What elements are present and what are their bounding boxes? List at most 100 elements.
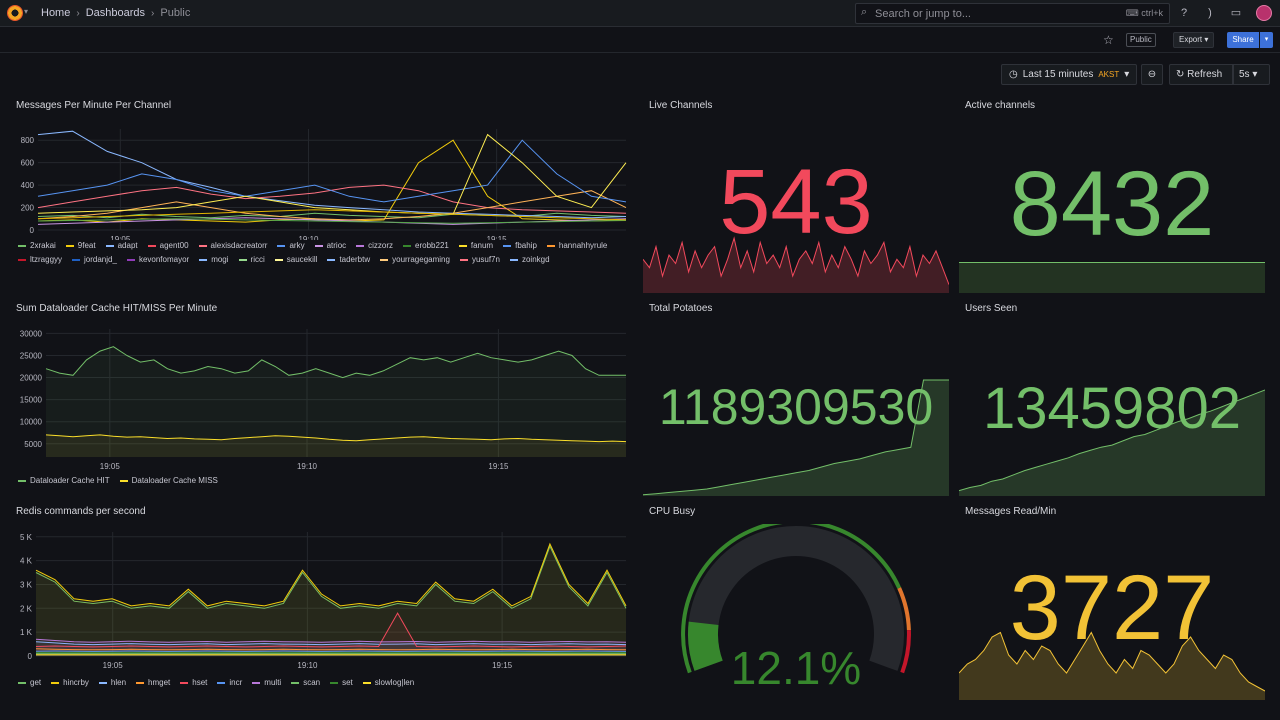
search-input[interactable]: ⌕ Search or jump to... ⌨ ctrl+k <box>855 3 1170 24</box>
avatar[interactable] <box>1256 5 1272 21</box>
legend-item[interactable]: 2xrakai <box>18 241 56 250</box>
share-menu-chevron-icon[interactable]: ▾ <box>1260 32 1273 48</box>
chevron-down-icon[interactable]: ▾ <box>24 7 29 16</box>
zoom-out-button[interactable]: ⊖ <box>1141 64 1163 85</box>
legend-item[interactable]: saucekill <box>274 255 318 264</box>
legend-item[interactable]: multi <box>252 678 281 687</box>
series-area <box>46 434 626 457</box>
legend-item[interactable]: agent00 <box>147 241 189 250</box>
legend-swatch <box>136 681 145 684</box>
legend-item[interactable]: cizzorz <box>356 241 393 250</box>
y-tick-label: 5000 <box>24 440 42 449</box>
legend-item[interactable]: yourragegaming <box>380 255 450 264</box>
legend-item[interactable]: Dataloader Cache HIT <box>18 476 110 485</box>
panel-messages-per-minute[interactable]: Messages Per Minute Per Channel 0 200 400 6… <box>16 100 628 290</box>
legend-item[interactable]: set <box>330 678 353 687</box>
series-line[interactable] <box>35 544 627 609</box>
rss-icon[interactable]: ) <box>1208 7 1212 19</box>
legend-swatch <box>119 479 128 482</box>
legend-item[interactable]: kevonfomayor <box>126 255 189 264</box>
legend-item[interactable]: yusuf7n <box>459 255 500 264</box>
legend-item[interactable]: alexisdacreatorr <box>198 241 267 250</box>
legend-item[interactable]: Dataloader Cache MISS <box>119 476 218 485</box>
x-tick-label: 19:10 <box>297 462 318 471</box>
panel-title: Users Seen <box>965 303 1018 314</box>
legend-item[interactable]: jordanjd_ <box>72 255 117 264</box>
chevron-down-icon: ▾ <box>1124 69 1130 80</box>
legend-item[interactable]: atrioc <box>314 241 346 250</box>
sparkline-line <box>959 631 1265 692</box>
export-button[interactable]: Export ▾ <box>1173 32 1215 48</box>
legend-swatch <box>51 681 60 684</box>
legend-item[interactable]: zoinkgd <box>509 255 550 264</box>
messages-chart[interactable]: 0 200 400 600 800 19:05 19:10 19:15 <box>16 125 628 240</box>
legend-item[interactable]: hset <box>180 678 207 687</box>
legend-item[interactable]: ricci <box>238 255 265 264</box>
legend-item[interactable]: erobb221 <box>403 241 449 250</box>
series-line[interactable] <box>35 648 627 651</box>
panel-active-channels[interactable]: Active channels 8432 <box>959 100 1265 293</box>
legend-item[interactable]: taderbtw <box>327 255 370 264</box>
series-area <box>36 639 626 656</box>
legend-item[interactable]: 9feat <box>65 241 96 250</box>
refresh-interval-picker[interactable]: 5s ▾ <box>1233 64 1270 85</box>
x-tick-label: 19:15 <box>487 235 508 240</box>
breadcrumb-home[interactable]: Home <box>41 7 71 19</box>
series-line[interactable] <box>45 434 627 443</box>
series-line[interactable] <box>35 650 627 653</box>
panel-total-potatoes[interactable]: Total Potatoes 1189309530 <box>643 303 949 496</box>
legend-item[interactable]: slowlog|len <box>362 678 414 687</box>
series-line[interactable] <box>45 346 626 379</box>
legend-swatch <box>18 681 26 684</box>
redis-chart[interactable]: 0 1 K 2 K 3 K 4 K 5 K 19:05 19:10 19:15 <box>16 528 628 678</box>
series-line[interactable] <box>37 139 627 203</box>
monitor-icon[interactable]: ▭ <box>1230 7 1242 19</box>
series-line[interactable] <box>35 612 627 648</box>
dataloader-chart[interactable]: 5000 10000 15000 20000 25000 30000 19:05 19:10 1… <box>16 325 628 475</box>
legend-item[interactable]: mogi <box>199 255 229 264</box>
breadcrumb-dashboards[interactable]: Dashboards <box>85 7 146 19</box>
legend-label: incr <box>229 678 243 687</box>
legend-label: saucekill <box>286 255 318 264</box>
share-button[interactable]: Share <box>1227 32 1259 48</box>
series-line[interactable] <box>35 638 627 643</box>
legend-item[interactable]: hannahhyrule <box>546 241 607 250</box>
legend-item[interactable]: scan <box>291 678 320 687</box>
legend-swatch <box>18 258 26 261</box>
panel-messages-read[interactable]: Messages Read/Min 3727 <box>959 506 1265 700</box>
star-icon[interactable]: ☆ <box>1103 33 1114 47</box>
legend-item[interactable]: hlen <box>98 678 126 687</box>
legend-item[interactable]: incr <box>217 678 242 687</box>
legend-item[interactable]: fanum <box>458 241 493 250</box>
refresh-button[interactable]: ↻ Refresh <box>1169 64 1233 85</box>
series-line[interactable] <box>37 133 627 215</box>
panel-users-seen[interactable]: Users Seen 13459802 <box>959 303 1265 496</box>
help-icon[interactable]: ? <box>1180 7 1188 19</box>
series-line[interactable] <box>37 218 627 224</box>
series-line[interactable] <box>37 209 627 221</box>
legend-item[interactable]: hincrby <box>51 678 89 687</box>
series-line[interactable] <box>37 130 627 219</box>
legend-item[interactable]: get <box>18 678 41 687</box>
legend-item[interactable]: fbahip <box>503 241 537 250</box>
series-line[interactable] <box>37 190 627 221</box>
legend-label: fbahip <box>515 241 537 250</box>
time-range-picker[interactable]: ◷ Last 15 minutes AKST ▾ <box>1001 64 1138 85</box>
grafana-logo-icon[interactable] <box>7 5 23 21</box>
legend-item[interactable]: hmget <box>136 678 170 687</box>
y-tick-label: 3 K <box>20 580 33 589</box>
panel-cpu-busy[interactable]: CPU Busy 12.1% <box>643 506 949 700</box>
sparkline-line <box>643 236 949 285</box>
panel-dataloader-cache[interactable]: Sum Dataloader Cache HIT/MISS Per Minute… <box>16 303 628 493</box>
legend-item[interactable]: adapt <box>105 241 138 250</box>
panel-title: Sum Dataloader Cache HIT/MISS Per Minute <box>16 303 218 314</box>
gauge-threshold-red <box>900 630 911 674</box>
legend-item[interactable]: arky <box>277 241 305 250</box>
panel-live-channels[interactable]: Live Channels 543 <box>643 100 949 293</box>
series-line[interactable] <box>35 542 627 607</box>
legend-label: zoinkgd <box>521 255 550 264</box>
y-tick-label: 200 <box>21 204 35 213</box>
series-line[interactable] <box>35 641 627 646</box>
legend-item[interactable]: ltzraggyy <box>18 255 62 264</box>
panel-redis-commands[interactable]: Redis commands per second 0 1 K 2 K 3 K 4 K 5… <box>16 506 628 696</box>
